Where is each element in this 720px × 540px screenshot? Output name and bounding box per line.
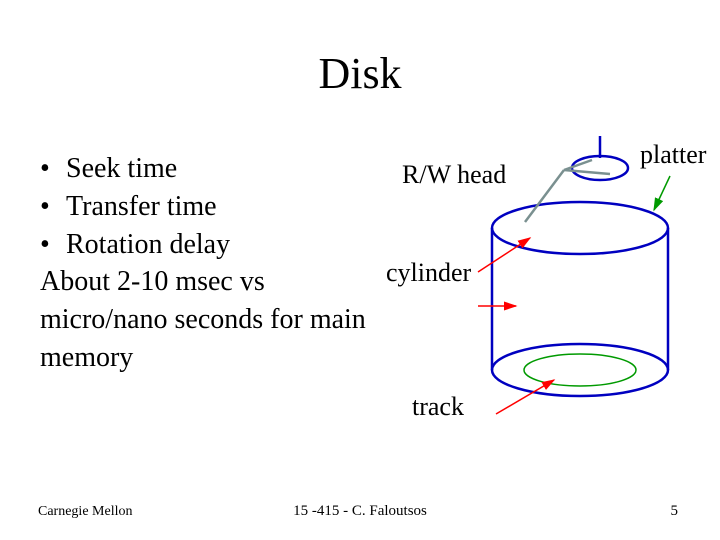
label-track: track (412, 392, 464, 422)
bullet-item: • Transfer time (40, 188, 370, 226)
arrow-cylinder-1 (478, 238, 530, 272)
bullet-text: Transfer time (66, 188, 370, 226)
bullet-dot: • (40, 188, 66, 226)
bullet-item: • Rotation delay (40, 226, 370, 264)
arrow-track (496, 380, 554, 414)
rw-fork2 (564, 170, 610, 174)
footer-page-number: 5 (671, 503, 679, 520)
bullet-list: • Seek time • Transfer time • Rotation d… (40, 150, 370, 377)
bullet-item: • Seek time (40, 150, 370, 188)
arrow-platter (654, 176, 670, 210)
cylinder-bottom (492, 344, 668, 396)
disk-diagram (470, 130, 710, 430)
track-ellipse (524, 354, 636, 386)
bullet-text: Seek time (66, 150, 370, 188)
rw-arm (525, 170, 564, 222)
bullet-text: Rotation delay (66, 226, 370, 264)
bullet-continuation: About 2-10 msec vs micro/nano seconds fo… (40, 263, 370, 376)
footer-center: 15 -415 - C. Faloutsos (0, 503, 720, 520)
bullet-dot: • (40, 226, 66, 264)
bullet-dot: • (40, 150, 66, 188)
label-cylinder: cylinder (386, 258, 471, 288)
slide-title: Disk (0, 48, 720, 99)
top-platter (572, 156, 628, 180)
